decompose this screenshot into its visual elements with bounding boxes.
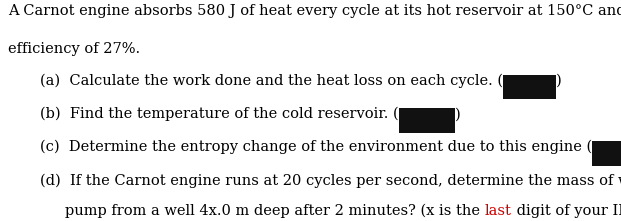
Text: (d)  If the Carnot engine runs at 20 cycles per second, determine the mass of wa: (d) If the Carnot engine runs at 20 cycl… [40,173,621,188]
Text: ): ) [455,107,461,121]
Bar [592,141,621,166]
Text: (a)  Calculate the work done and the heat loss on each cycle. (: (a) Calculate the work done and the heat… [40,74,504,88]
Text: digit of your ID,: digit of your ID, [512,204,621,219]
Bar [504,75,556,99]
Text: pump from a well 4x.0 m deep after 2 minutes? (x is the: pump from a well 4x.0 m deep after 2 min… [65,204,485,219]
Text: (b)  Find the temperature of the cold reservoir. (: (b) Find the temperature of the cold res… [40,107,399,121]
Text: A Carnot engine absorbs 580 J of heat every cycle at its hot reservoir at 150°C : A Carnot engine absorbs 580 J of heat ev… [8,4,621,19]
Text: efficiency of 27%.: efficiency of 27%. [8,42,140,56]
Text: ): ) [556,74,562,88]
Text: last: last [485,204,512,219]
Bar [399,108,455,133]
Text: (c)  Determine the entropy change of the environment due to this engine (: (c) Determine the entropy change of the … [40,140,592,154]
